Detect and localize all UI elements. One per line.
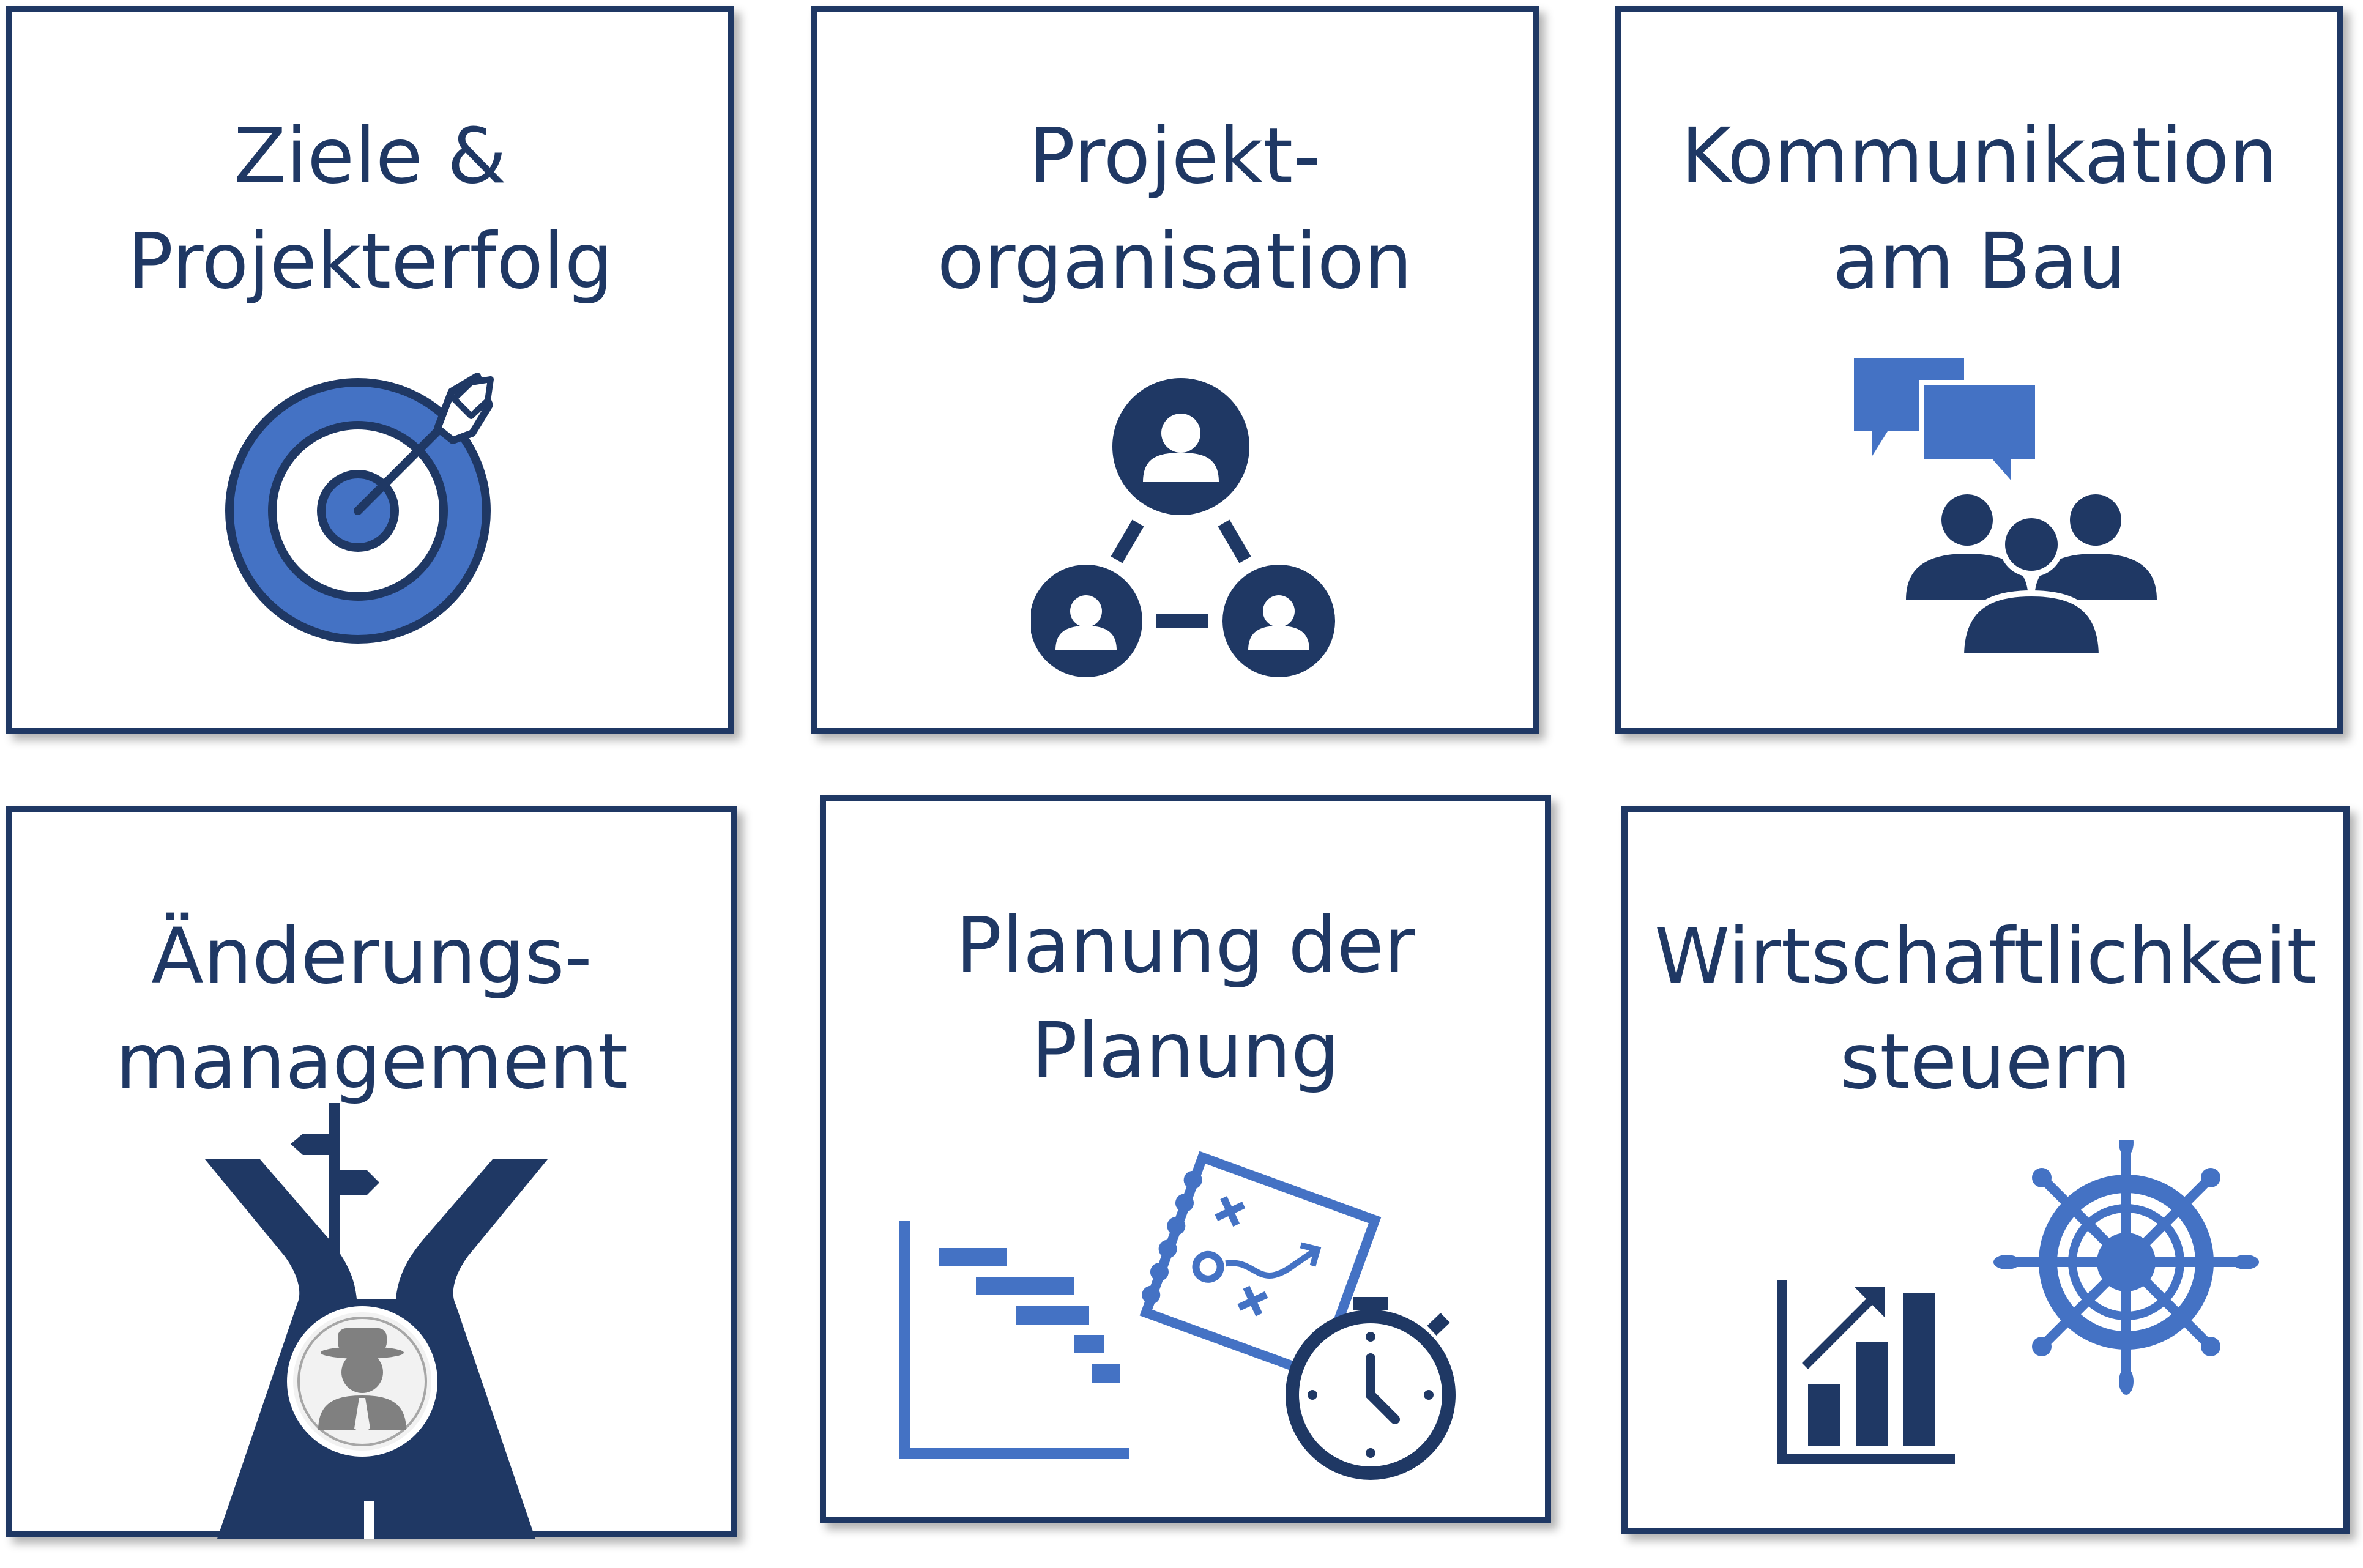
tile-title: Änderungs- management — [115, 912, 628, 1106]
growth-chart-icon — [1777, 1280, 1955, 1464]
gantt-strategy-stopwatch-icon — [899, 1151, 1456, 1480]
tile-projektorganisation[interactable]: Projekt- organisation — [811, 6, 1539, 734]
tile-ziele-projekterfolg[interactable]: Ziele & Projekterfolg — [6, 6, 734, 734]
tile-title: Planung der Planung — [955, 901, 1416, 1095]
tile-title: Ziele & Projekterfolg — [127, 112, 614, 306]
steering-wheel-icon — [1993, 1140, 2259, 1395]
tile-kommunikation[interactable]: Kommunikation am Bau — [1615, 6, 2343, 734]
tile-planung-der-planung[interactable]: Planung der Planung — [820, 795, 1551, 1523]
tile-title: Kommunikation am Bau — [1681, 112, 2278, 306]
target-arrow-icon — [225, 373, 494, 644]
crossroads-signpost-icon — [205, 1103, 548, 1539]
stopwatch-icon — [1286, 1297, 1456, 1480]
tile-title: Projekt- organisation — [937, 112, 1413, 306]
tile-wirtschaftlichkeit[interactable]: Wirtschaftlichkeit steuern — [1621, 806, 2350, 1534]
strategy-board-icon — [1139, 1151, 1382, 1382]
gantt-chart-icon — [899, 1221, 1129, 1459]
tile-title: Wirtschaftlichkeit steuern — [1654, 912, 2317, 1106]
meeting-chat-icon — [1854, 358, 2157, 660]
team-network-icon — [1031, 378, 1335, 677]
tile-aenderungsmanagement[interactable]: Änderungs- management — [6, 806, 737, 1539]
chart-steering-wheel-icon — [1777, 1140, 2259, 1464]
